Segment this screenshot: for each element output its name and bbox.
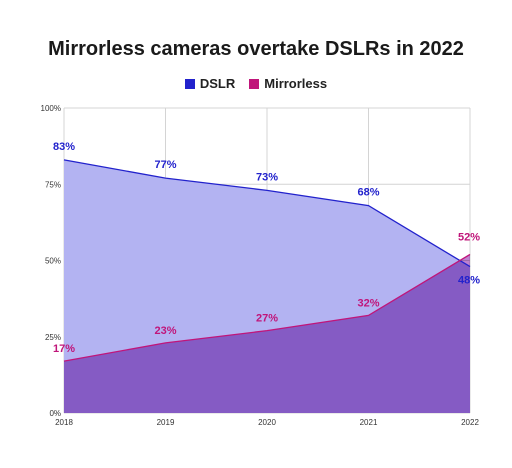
area-fill-mirrorless bbox=[64, 254, 470, 413]
x-tick-label: 2020 bbox=[258, 418, 276, 427]
data-label: 48% bbox=[458, 275, 480, 287]
legend-item-mirrorless: Mirrorless bbox=[249, 76, 327, 91]
x-tick-label: 2018 bbox=[55, 418, 73, 427]
legend-swatch-dslr bbox=[184, 78, 195, 89]
data-label: 23% bbox=[154, 325, 176, 337]
legend-label-mirrorless: Mirrorless bbox=[264, 76, 328, 91]
y-tick-label: 0% bbox=[49, 409, 61, 418]
legend-swatch-mirrorless bbox=[249, 78, 260, 89]
y-tick-label: 75% bbox=[45, 180, 61, 189]
data-label: 73% bbox=[256, 171, 278, 183]
x-tick-label: 2019 bbox=[157, 418, 175, 427]
y-tick-label: 25% bbox=[45, 333, 61, 342]
y-tick-label: 50% bbox=[45, 257, 61, 266]
legend-label-dslr: DSLR bbox=[199, 76, 236, 91]
series-line-dslr bbox=[63, 159, 471, 268]
data-label: 68% bbox=[357, 187, 379, 199]
data-label: 27% bbox=[256, 313, 278, 325]
chart-legend: DSLR Mirrorless bbox=[0, 76, 512, 91]
chart-title: Mirrorless cameras overtake DSLRs in 202… bbox=[48, 38, 464, 60]
data-label: 32% bbox=[357, 297, 379, 309]
x-tick-label: 2021 bbox=[360, 418, 378, 427]
data-label: 52% bbox=[458, 231, 480, 243]
legend-item-dslr: DSLR bbox=[184, 76, 236, 91]
data-label: 77% bbox=[154, 159, 176, 171]
series-line-mirrorless bbox=[63, 253, 471, 362]
data-label: 17% bbox=[53, 343, 75, 355]
y-tick-label: 100% bbox=[41, 104, 61, 113]
data-label: 83% bbox=[53, 141, 75, 153]
x-tick-label: 2022 bbox=[461, 418, 479, 427]
